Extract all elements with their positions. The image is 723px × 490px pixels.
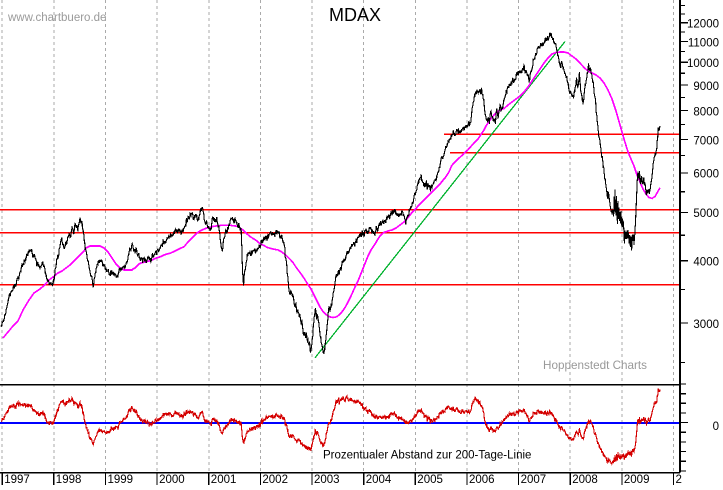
svg-text:0: 0 xyxy=(713,421,719,433)
svg-text:2005: 2005 xyxy=(417,474,443,485)
svg-text:10000: 10000 xyxy=(687,58,719,70)
svg-text:2002: 2002 xyxy=(262,474,288,485)
svg-text:2007: 2007 xyxy=(521,474,547,485)
svg-text:2003: 2003 xyxy=(314,474,340,485)
svg-text:4000: 4000 xyxy=(693,257,719,269)
svg-text:2009: 2009 xyxy=(624,474,650,485)
svg-text:8000: 8000 xyxy=(693,106,719,118)
svg-text:2004: 2004 xyxy=(366,474,392,485)
svg-text:MDAX: MDAX xyxy=(329,5,381,25)
svg-text:1999: 1999 xyxy=(108,474,134,485)
svg-text:7000: 7000 xyxy=(693,135,719,147)
svg-text:1997: 1997 xyxy=(4,474,30,485)
svg-text:2006: 2006 xyxy=(469,474,495,485)
svg-text:Prozentualer Abstand zur 200-T: Prozentualer Abstand zur 200-Tage-Linie xyxy=(323,450,531,462)
svg-text:5000: 5000 xyxy=(693,208,719,220)
svg-text:6000: 6000 xyxy=(693,169,719,181)
svg-text:11000: 11000 xyxy=(688,37,719,49)
svg-text:1998: 1998 xyxy=(56,474,82,485)
svg-text:Hoppenstedt Charts: Hoppenstedt Charts xyxy=(543,359,647,372)
svg-text:3000: 3000 xyxy=(693,319,719,331)
svg-text:2008: 2008 xyxy=(572,474,598,485)
svg-text:2000: 2000 xyxy=(159,474,185,485)
svg-text:12000: 12000 xyxy=(687,19,719,31)
svg-text:www.chartbuero.de: www.chartbuero.de xyxy=(7,12,106,24)
svg-text:2001: 2001 xyxy=(211,474,237,485)
svg-text:9000: 9000 xyxy=(693,81,719,93)
svg-text:2: 2 xyxy=(676,474,682,485)
